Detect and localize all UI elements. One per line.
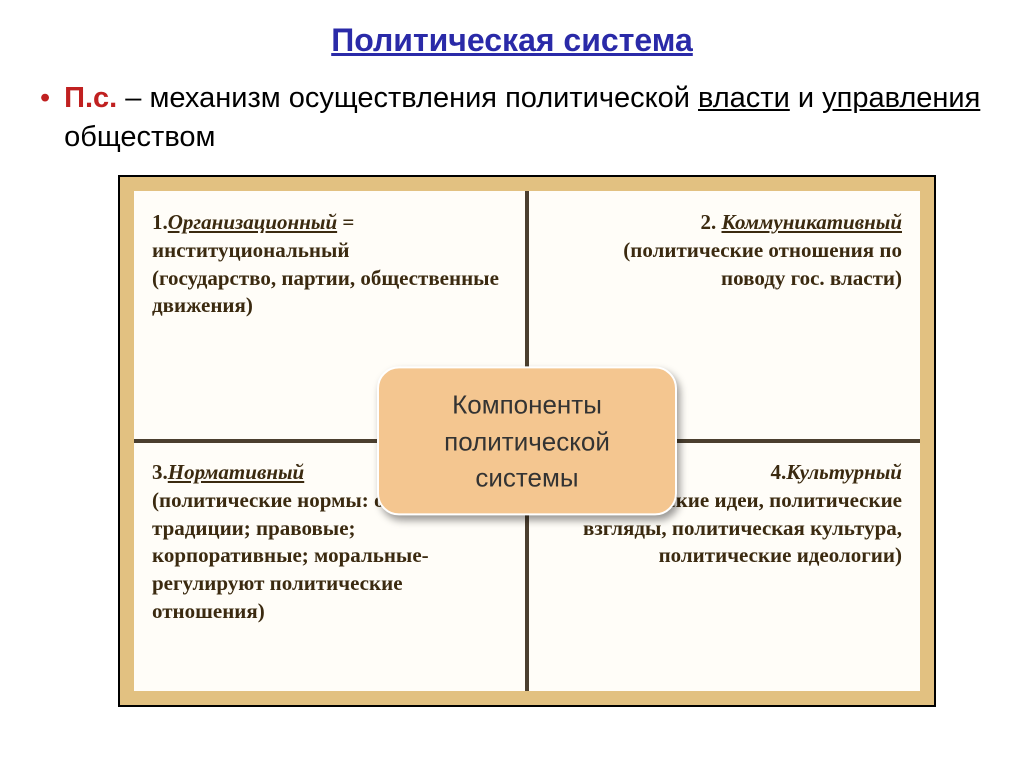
center-line1: Компоненты [452,390,602,420]
definition-mid: и [790,82,822,114]
q3-term: Нормативный [168,460,304,484]
q1-term: Организационный [168,210,337,234]
q1-detail: (государство, партии, общественные движе… [152,266,499,318]
definition-abbr: П.с. [64,82,117,114]
gold-frame: КОМПОНЕНТЫ 1.Организационный = институци… [118,175,936,707]
center-box: Компоненты политической системы [377,367,677,516]
q2-term: Коммуникативный [722,210,903,234]
page-title: Политическая система [0,0,1024,71]
bullet-dot: • [40,79,50,118]
q2-detail: (политические отношения по поводу гос. в… [623,238,902,290]
definition-row: • П.с. – механизм осуществления политиче… [0,71,1024,175]
q3-num: 3. [152,460,168,484]
center-line2: политической [444,426,610,456]
center-line3: системы [475,462,578,492]
q2-num: 2. [701,210,722,234]
definition-after: обществом [64,121,215,153]
q4-num: 4. [771,460,787,484]
definition-text: П.с. – механизм осуществления политическ… [64,79,984,157]
definition-u1: власти [698,82,790,114]
definition-u2: управления [822,82,980,114]
definition-before: – механизм осуществления политической [117,82,698,114]
q1-num: 1. [152,210,168,234]
q4-term: Культурный [786,460,902,484]
diagram-panel: КОМПОНЕНТЫ 1.Организационный = институци… [134,191,920,691]
diagram-area: КОМПОНЕНТЫ 1.Организационный = институци… [118,175,936,707]
